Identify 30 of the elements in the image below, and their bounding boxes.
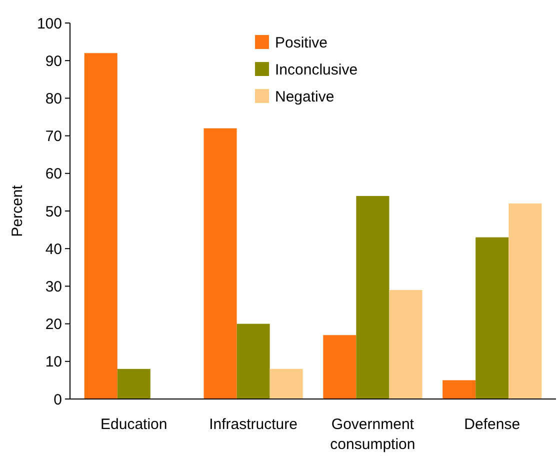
y-tick-label: 40 <box>45 240 62 258</box>
legend-label: Positive <box>275 34 328 52</box>
y-tick-label: 30 <box>45 278 62 296</box>
bar <box>323 335 356 399</box>
y-axis-title: Percent <box>9 184 26 237</box>
y-tick-label: 90 <box>45 52 62 70</box>
bar <box>204 128 237 399</box>
y-tick-label: 10 <box>45 354 62 371</box>
x-tick-label: Government consumption <box>330 416 416 453</box>
y-tick-label: 50 <box>45 203 62 220</box>
y-tick-label: 70 <box>45 128 62 146</box>
x-tick-label: Education <box>100 416 168 433</box>
y-tick-label: 0 <box>54 391 62 408</box>
bar <box>389 290 422 399</box>
bar <box>508 203 542 399</box>
bar <box>236 324 270 399</box>
bar <box>476 237 509 399</box>
bar <box>117 368 150 399</box>
bar <box>84 53 118 399</box>
x-tick-label: Defense <box>464 416 520 433</box>
legend-label: Inconclusive <box>275 61 358 78</box>
legend-label: Negative <box>275 88 334 106</box>
bar <box>270 368 303 399</box>
y-tick-label: 100 <box>36 15 62 32</box>
y-tick-label: 60 <box>45 166 62 183</box>
bar <box>356 196 390 399</box>
bar <box>442 380 476 399</box>
x-tick-label: Infrastructure <box>209 416 298 433</box>
y-tick-label: 20 <box>45 316 62 334</box>
y-tick-label: 80 <box>45 90 62 108</box>
